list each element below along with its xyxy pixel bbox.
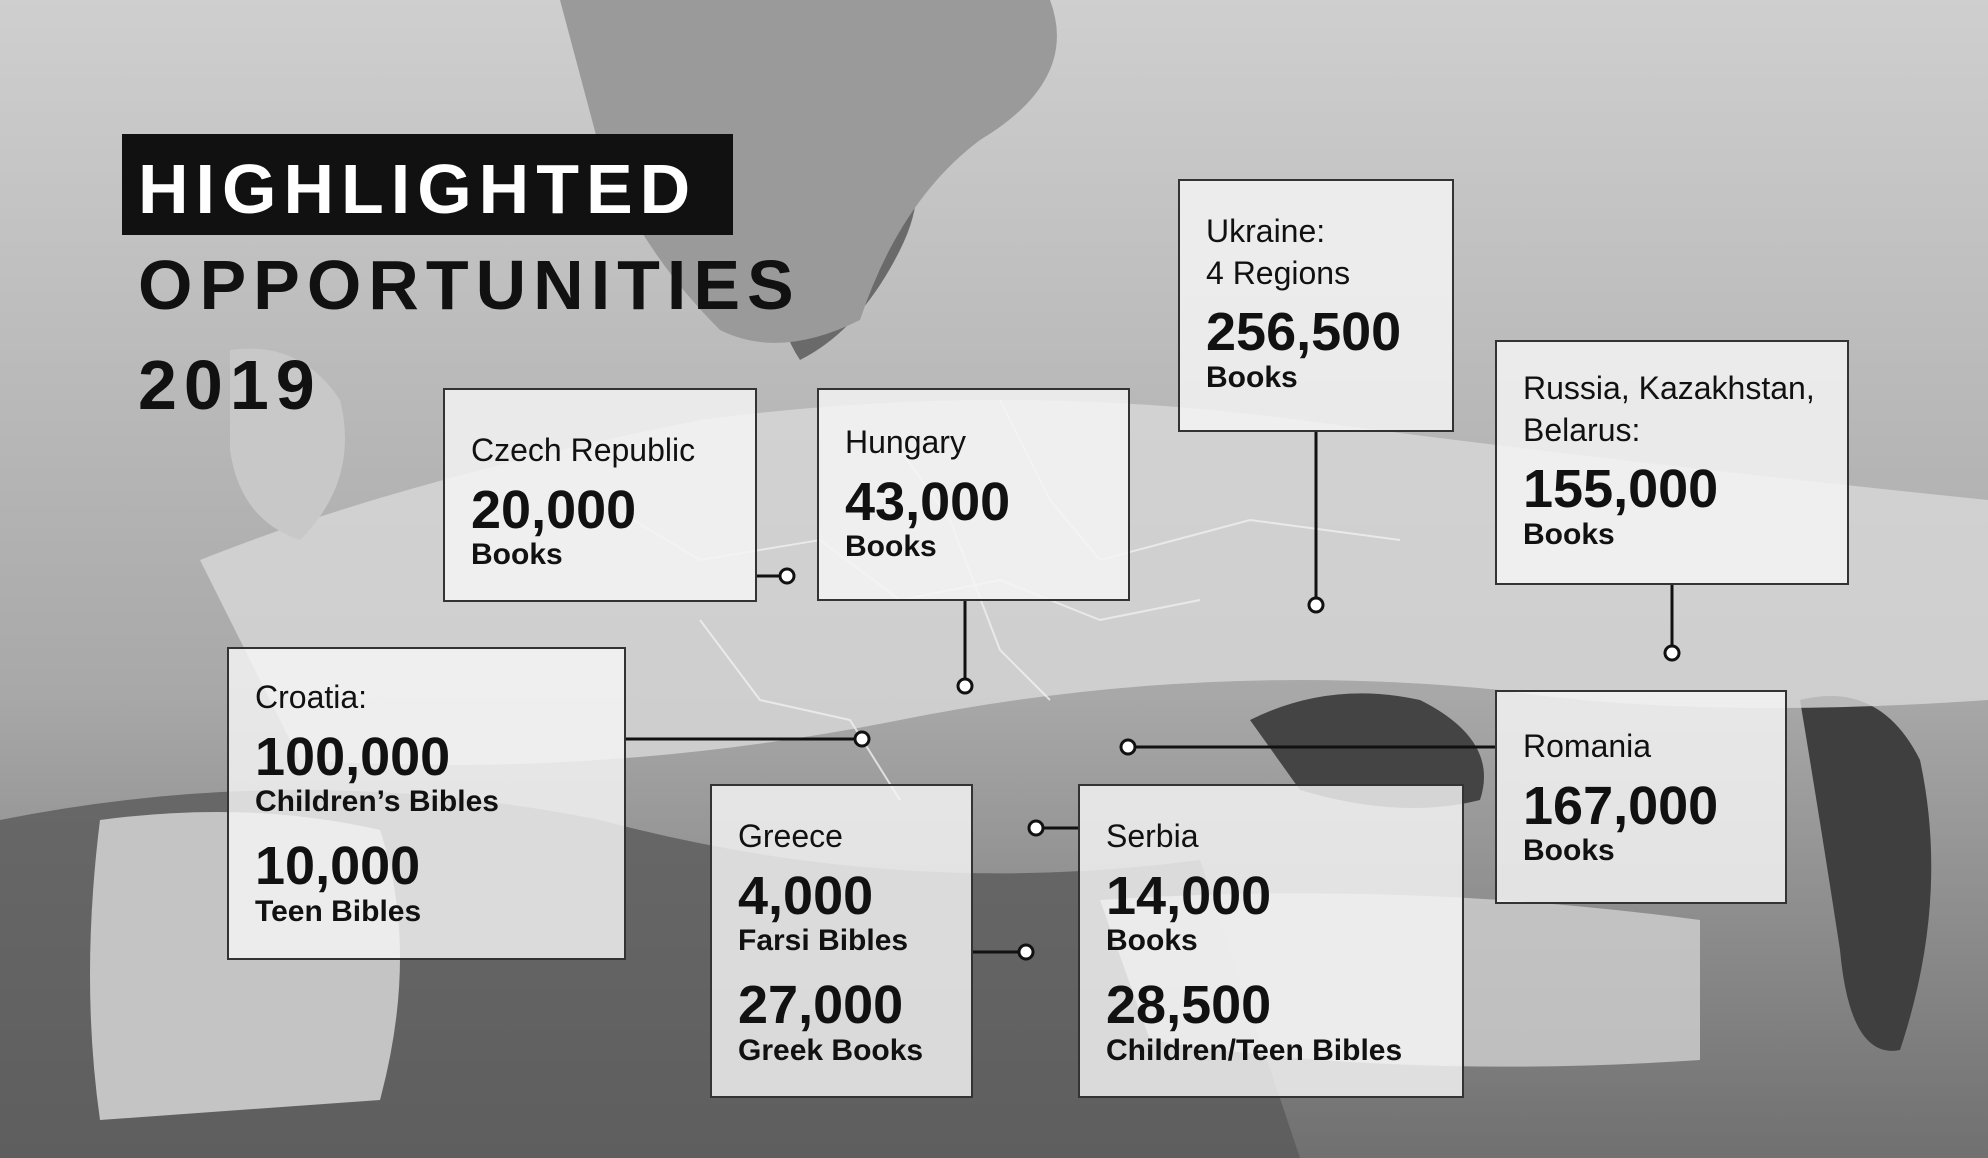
czech-marker (778, 567, 796, 585)
country-label: Hungary (845, 424, 966, 460)
unit: Children’s Bibles (255, 785, 499, 819)
country-label: Greece (738, 818, 843, 854)
scandinavia (560, 0, 1057, 343)
greece-marker (1017, 943, 1035, 961)
unit: Books (845, 530, 937, 564)
hungary-marker (956, 677, 974, 695)
country-label-2: Belarus: (1523, 411, 1641, 448)
value: 4,000 (738, 865, 874, 926)
unit: Books (1523, 517, 1615, 551)
unit: Books (1106, 924, 1198, 958)
value: 155,000 (1523, 459, 1719, 520)
black-sea (1250, 693, 1484, 808)
callout-croatia: Croatia: 100,000 Children’s Bibles 10,00… (227, 647, 626, 960)
ukraine-marker (1307, 596, 1325, 614)
caspian-sea (1800, 696, 1932, 1051)
unit-2: Children/Teen Bibles (1106, 1033, 1403, 1067)
country-label: Czech Republic (471, 432, 696, 468)
value: 43,000 (845, 471, 1011, 532)
callout-ukraine: Ukraine: 4 Regions 256,500 Books (1178, 179, 1454, 432)
croatia-marker (853, 730, 871, 748)
value: 256,500 (1206, 302, 1402, 363)
unit: Books (1206, 360, 1298, 394)
unit-2: Teen Bibles (255, 894, 422, 928)
country-label: Serbia (1106, 818, 1199, 854)
title-opportunities: OPPORTUNITIES (138, 246, 801, 324)
country-label: Croatia: (255, 679, 368, 715)
country-label: Russia, Kazakhstan, (1523, 370, 1815, 406)
unit-2: Greek Books (738, 1033, 924, 1067)
unit: Farsi Bibles (738, 924, 909, 958)
country-label: Romania (1523, 728, 1652, 764)
callout-serbia: Serbia 14,000 Books 28,500 Children/Teen… (1078, 784, 1464, 1098)
value: 100,000 (255, 726, 451, 787)
callout-hungary: Hungary 43,000 Books (817, 388, 1130, 601)
value-2: 28,500 (1106, 975, 1272, 1036)
value: 14,000 (1106, 865, 1272, 926)
value-2: 27,000 (738, 975, 904, 1036)
callout-romania: Romania 167,000 Books (1495, 690, 1787, 904)
unit: Books (471, 538, 563, 572)
serbia-marker (1027, 819, 1045, 837)
value: 20,000 (471, 479, 637, 540)
callout-russia-kazakhstan-belarus: Russia, Kazakhstan, Belarus: 155,000 Boo… (1495, 340, 1849, 585)
title-year: 2019 (138, 346, 322, 424)
unit: Books (1523, 834, 1615, 868)
russia-marker (1663, 644, 1681, 662)
value-2: 10,000 (255, 836, 421, 897)
callout-czech-republic: Czech Republic 20,000 Books (443, 388, 757, 602)
value: 167,000 (1523, 775, 1719, 836)
country-label: Ukraine: (1206, 213, 1326, 249)
region-label: 4 Regions (1206, 254, 1351, 291)
title-highlighted: HIGHLIGHTED (122, 134, 733, 235)
callout-greece: Greece 4,000 Farsi Bibles 27,000 Greek B… (710, 784, 973, 1098)
romania-marker (1119, 738, 1137, 756)
british-isles (230, 348, 345, 540)
